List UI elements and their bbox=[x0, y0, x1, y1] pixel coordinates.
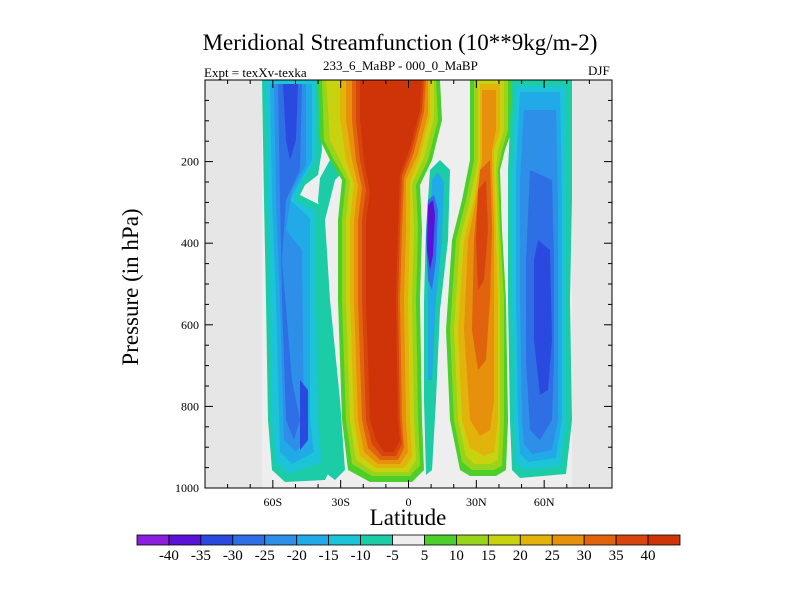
colorbar-swatch bbox=[519, 534, 553, 546]
colorbar-label: 35 bbox=[609, 548, 624, 564]
contour-fill bbox=[476, 180, 488, 290]
x-tick-label: 30S bbox=[331, 495, 350, 509]
contour-fill bbox=[278, 84, 302, 440]
x-tick-label: 60N bbox=[534, 495, 555, 509]
colorbar-swatch bbox=[168, 534, 202, 546]
y-tick-label: 1000 bbox=[175, 481, 199, 495]
period-label: 233_6_MaBP - 000_0_MaBP bbox=[323, 58, 478, 73]
season-label: DJF bbox=[588, 63, 610, 78]
contour-fill bbox=[318, 80, 350, 480]
axes: 200 400 600 800 1000 60S 30S 0 30N 60N bbox=[175, 80, 612, 509]
contour-fill bbox=[427, 200, 435, 270]
x-tick-label: 30N bbox=[466, 495, 487, 509]
contour-fill bbox=[300, 380, 308, 450]
x-tick-label: 60S bbox=[263, 495, 282, 509]
colorbar-label: -35 bbox=[191, 548, 211, 564]
contour-fill bbox=[534, 240, 552, 395]
y-tick-label: 800 bbox=[181, 399, 199, 413]
colorbar-label: -25 bbox=[255, 548, 275, 564]
y-tick-label: 600 bbox=[181, 318, 199, 332]
y-tick-label: 200 bbox=[181, 155, 199, 169]
colorbar: -40 -35 -30 -25 -20 -15 -10 -5 5 10 15 20 25 30 35 40 bbox=[136, 534, 681, 564]
colorbar-swatch bbox=[360, 534, 393, 546]
contour-fill bbox=[283, 84, 298, 160]
colorbar-swatch bbox=[551, 534, 585, 546]
colorbar-label: -10 bbox=[351, 548, 371, 564]
colorbar-label: 5 bbox=[421, 548, 429, 564]
colorbar-label: 25 bbox=[545, 548, 560, 564]
colorbar-swatch bbox=[487, 534, 521, 546]
colorbar-label: 30 bbox=[577, 548, 592, 564]
colorbar-swatch bbox=[200, 534, 234, 546]
colorbar-swatch bbox=[647, 534, 681, 546]
colorbar-swatch bbox=[424, 534, 457, 546]
colorbar-label: 10 bbox=[449, 548, 464, 564]
colorbar-label: -20 bbox=[287, 548, 307, 564]
y-tick-label: 400 bbox=[181, 236, 199, 250]
x-tick-label: 0 bbox=[406, 495, 412, 509]
colorbar-swatch bbox=[296, 534, 330, 546]
colorbar-label: 15 bbox=[481, 548, 496, 564]
colorbar-label: -30 bbox=[223, 548, 243, 564]
colorbar-swatch bbox=[136, 534, 170, 546]
colorbar-label: -5 bbox=[386, 548, 399, 564]
colorbar-swatch bbox=[328, 534, 361, 546]
colorbar-label: -40 bbox=[159, 548, 179, 564]
colorbar-swatch bbox=[264, 534, 298, 546]
x-axis-label: Latitude bbox=[369, 505, 447, 530]
colorbar-swatch bbox=[456, 534, 489, 546]
colorbar-swatch bbox=[392, 534, 425, 546]
chart-title: Meridional Streamfunction (10**9kg/m-2) bbox=[202, 30, 598, 55]
colorbar-swatch bbox=[583, 534, 617, 546]
colorbar-swatch bbox=[232, 534, 266, 546]
contour-field bbox=[262, 80, 572, 488]
colorbar-swatch bbox=[615, 534, 649, 546]
colorbar-label: 20 bbox=[513, 548, 528, 564]
contour-fill bbox=[360, 80, 422, 452]
colorbar-label: 40 bbox=[641, 548, 656, 564]
experiment-label: Expt = texXv-texka bbox=[204, 65, 307, 80]
colorbar-label: -15 bbox=[319, 548, 339, 564]
